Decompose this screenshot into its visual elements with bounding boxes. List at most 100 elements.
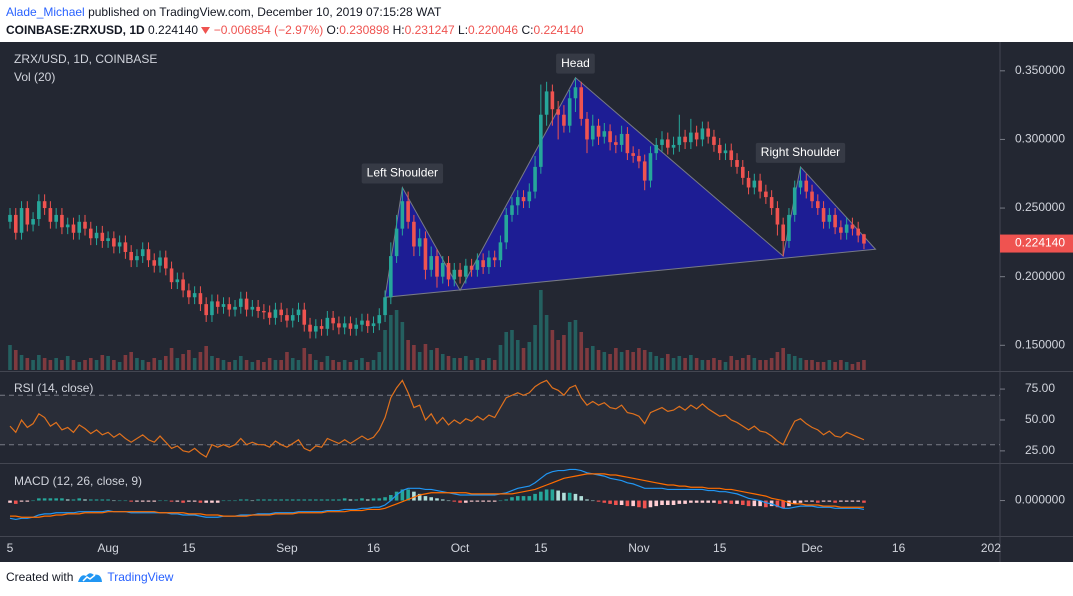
x-tick-label: Dec (801, 541, 822, 555)
volume-bar (504, 332, 509, 370)
volume-bar (187, 350, 191, 370)
histogram-bar (8, 500, 12, 503)
ohlc-label: H: (392, 23, 405, 37)
volume-bar (787, 354, 791, 370)
histogram-bar (510, 497, 514, 501)
candle-body (290, 315, 295, 321)
candle-body (440, 262, 445, 277)
last-price: 0.224140 (148, 23, 199, 37)
volume-bar (706, 360, 710, 370)
histogram-bar (764, 500, 768, 508)
candle-body (37, 201, 41, 220)
x-tick-label: Sep (276, 541, 298, 555)
candle-body (389, 256, 393, 298)
candle-body (279, 309, 283, 316)
histogram-bar (602, 500, 607, 503)
histogram-bar (163, 500, 168, 502)
candle-body (758, 180, 762, 192)
volume-bar (435, 348, 439, 370)
histogram-bar (308, 499, 312, 501)
volume-bar (764, 360, 768, 370)
candle-body (596, 125, 601, 137)
rsi-title: RSI (14, close) (14, 381, 93, 395)
candle-body (539, 114, 543, 167)
histogram-bar (550, 489, 555, 501)
candle-body (135, 256, 139, 261)
candle-body (25, 208, 30, 225)
candle-body (256, 306, 260, 311)
histogram-bar (469, 500, 474, 502)
candle-body (163, 257, 168, 269)
candle-body (706, 128, 710, 137)
histogram-bar (285, 499, 289, 501)
volume-bar (163, 356, 168, 370)
candle-body (665, 139, 670, 148)
volume-bar (227, 362, 232, 370)
volume-bar (671, 358, 676, 370)
candle-body (65, 224, 70, 228)
volume-bar (654, 356, 659, 370)
histogram-bar (515, 496, 520, 501)
histogram-bar (446, 500, 451, 502)
candle-body (487, 257, 491, 268)
volume-bar (498, 345, 503, 370)
brand[interactable]: TradingView (107, 570, 174, 584)
candle-body (400, 201, 405, 229)
candle-body (123, 242, 128, 252)
candle-body (383, 297, 387, 316)
y-tick-label: 50.00 (1025, 412, 1055, 426)
candle-body (13, 214, 18, 233)
candle-body (464, 265, 468, 277)
histogram-bar (187, 500, 191, 502)
volume-bar (117, 362, 122, 370)
author[interactable]: Alade_Michael (6, 5, 85, 19)
candle-body (360, 320, 364, 325)
candle-body (169, 268, 174, 283)
candle-body (198, 293, 203, 305)
candle-body (850, 224, 855, 229)
candle-body (712, 136, 716, 145)
candle-body (152, 260, 157, 266)
histogram-bar (158, 500, 162, 502)
volume-bar (152, 358, 157, 370)
candle-body (735, 160, 739, 167)
candle-body (319, 326, 324, 329)
histogram-bar (781, 500, 785, 509)
histogram-bar (354, 499, 358, 501)
candle-body (406, 201, 410, 222)
histogram-bar (712, 500, 716, 503)
volume-bar (423, 344, 428, 370)
published: published on TradingView.com, December 1… (88, 5, 442, 19)
candle-body (394, 228, 399, 257)
histogram-bar (348, 499, 353, 501)
candle-body (417, 238, 422, 247)
candle-body (129, 251, 133, 261)
histogram-bar (279, 499, 283, 501)
histogram-bar (683, 500, 687, 504)
histogram-bar (319, 499, 324, 501)
volume-bar (123, 355, 128, 370)
volume-bar (262, 362, 266, 370)
candle-body (769, 197, 774, 209)
candle-body (544, 91, 549, 115)
volume-bar (290, 358, 295, 370)
histogram-bar (533, 493, 537, 501)
histogram-bar (556, 490, 560, 501)
y-tick-label: 0.350000 (1015, 63, 1065, 77)
candle-body (527, 191, 532, 202)
histogram-bar (129, 500, 133, 502)
histogram-bar (296, 499, 301, 501)
candle-body (671, 144, 676, 148)
histogram-bar (112, 500, 116, 502)
candle-body (285, 315, 289, 321)
volume-bar (296, 360, 301, 370)
volume-bar (48, 360, 53, 370)
histogram-bar (596, 500, 601, 502)
candle-body (515, 197, 520, 206)
x-tick-label: 15 (182, 541, 196, 555)
chart-background (0, 42, 1073, 562)
histogram-bar (360, 498, 364, 501)
volume-bar (602, 352, 607, 370)
volume-bar (233, 360, 237, 370)
histogram-bar (389, 495, 393, 501)
